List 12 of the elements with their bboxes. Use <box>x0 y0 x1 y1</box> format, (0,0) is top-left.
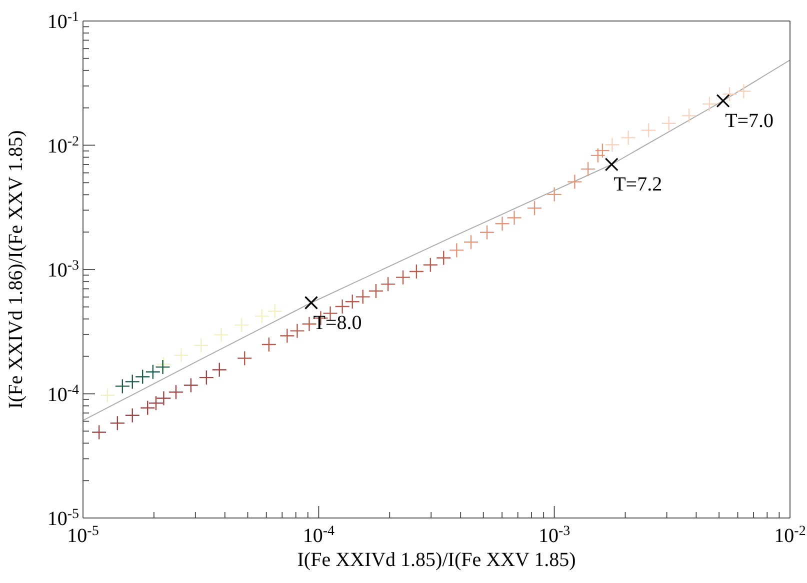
x-tick-label: 10$^{-2}$ <box>774 524 806 547</box>
y-tick-label: 10$^{-4}$ <box>47 382 79 406</box>
y-tick-label: 10$^{-3}$ <box>47 258 79 282</box>
y-tick-label: 10$^{-2}$ <box>47 134 79 158</box>
y-axis-title: I(Fe XXIVd 1.86)/I(Fe XXV 1.85) <box>5 130 27 409</box>
y-tick-label: 10$^{-1}$ <box>47 10 79 33</box>
x-axis-title: I(Fe XXIVd 1.85)/I(Fe XXV 1.85) <box>297 549 576 571</box>
x-tick-label: 10$^{-3}$ <box>538 524 570 547</box>
x-tick-label: 10$^{-4}$ <box>302 524 335 547</box>
annotation: T=7.2 <box>614 173 662 196</box>
annotation: T=8.0 <box>313 312 362 334</box>
annotation: T=7.0 <box>725 110 774 132</box>
